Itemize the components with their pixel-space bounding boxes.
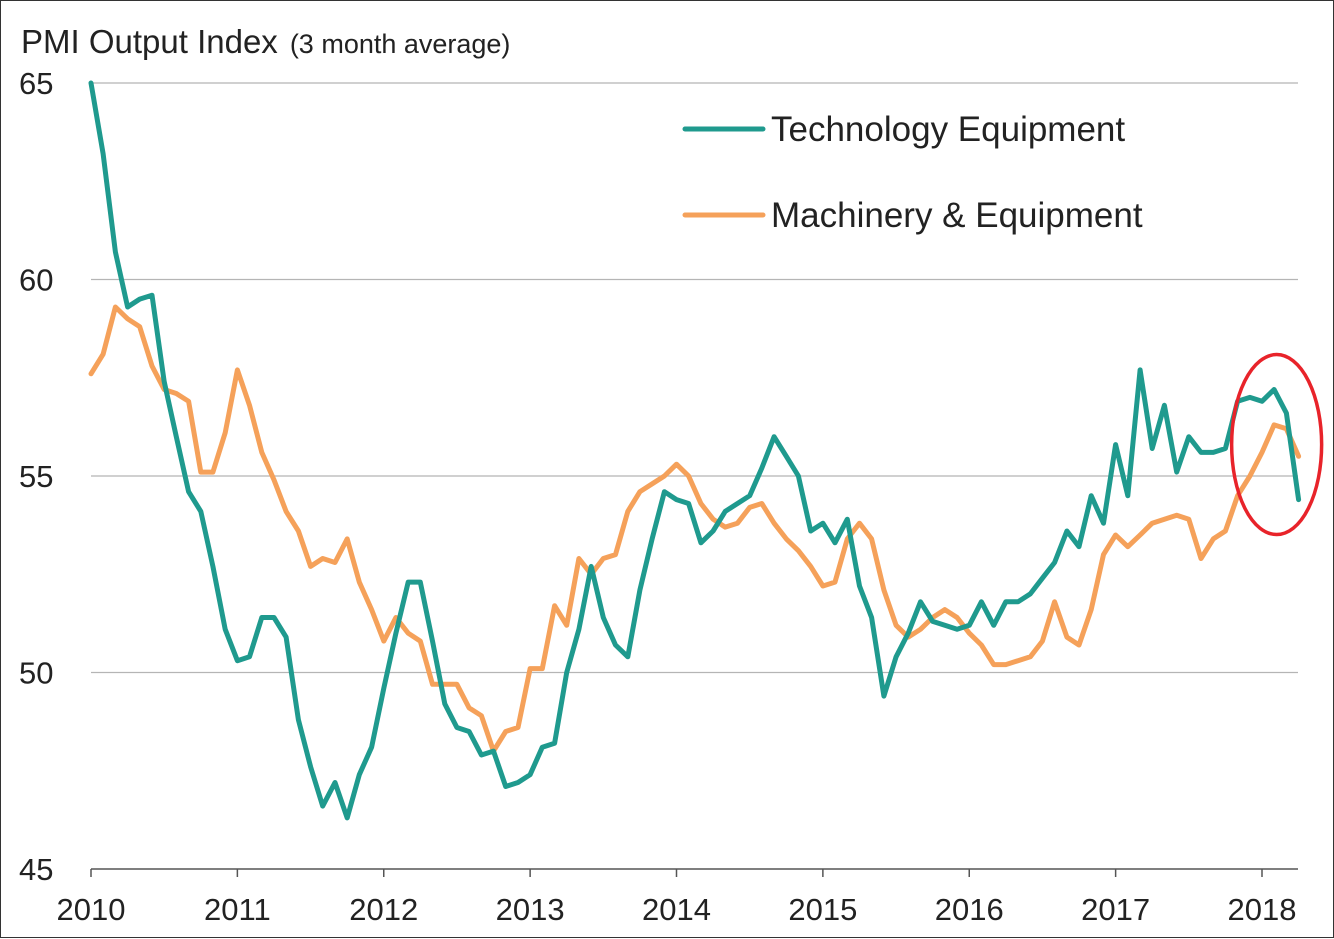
chart-title: PMI Output Index (3 month average) xyxy=(21,23,510,60)
x-tick-label-2016: 2016 xyxy=(935,892,1004,927)
x-tick-label-2012: 2012 xyxy=(349,892,418,927)
x-tick-label-2017: 2017 xyxy=(1081,892,1150,927)
y-tick-label-50: 50 xyxy=(19,656,53,691)
chart-subtitle: (3 month average) xyxy=(290,29,511,59)
x-tick-label-2013: 2013 xyxy=(496,892,565,927)
y-tick-label-60: 60 xyxy=(19,263,53,298)
series-lines xyxy=(88,80,1302,821)
legend-label-machinery-equipment: Machinery & Equipment xyxy=(771,196,1143,235)
y-tick-label-55: 55 xyxy=(19,459,53,494)
series-line-technology-equipment xyxy=(88,80,1302,821)
x-tick-label-2011: 2011 xyxy=(204,892,271,927)
series-line-machinery-equipment xyxy=(88,304,1302,754)
chart-title-main: PMI Output Index xyxy=(21,23,278,60)
x-tick-label-2018: 2018 xyxy=(1228,892,1297,927)
x-axis-tick-labels: 2010 2011 2012 2013 2014 2015 2016 2017 2018 xyxy=(57,892,1297,927)
highlight-ellipse xyxy=(1229,352,1324,537)
x-tick-label-2014: 2014 xyxy=(642,892,711,927)
x-tick-label-2010: 2010 xyxy=(57,892,126,927)
x-tick-label-2015: 2015 xyxy=(788,892,857,927)
y-tick-label-45: 45 xyxy=(19,852,53,887)
legend-label-technology-equipment: Technology Equipment xyxy=(771,110,1125,149)
y-axis-tick-labels: 45 50 55 60 65 xyxy=(19,66,53,887)
legend: Technology Equipment Machinery & Equipmen… xyxy=(682,110,1143,235)
annotations xyxy=(1229,352,1324,537)
y-tick-label-65: 65 xyxy=(19,66,53,101)
